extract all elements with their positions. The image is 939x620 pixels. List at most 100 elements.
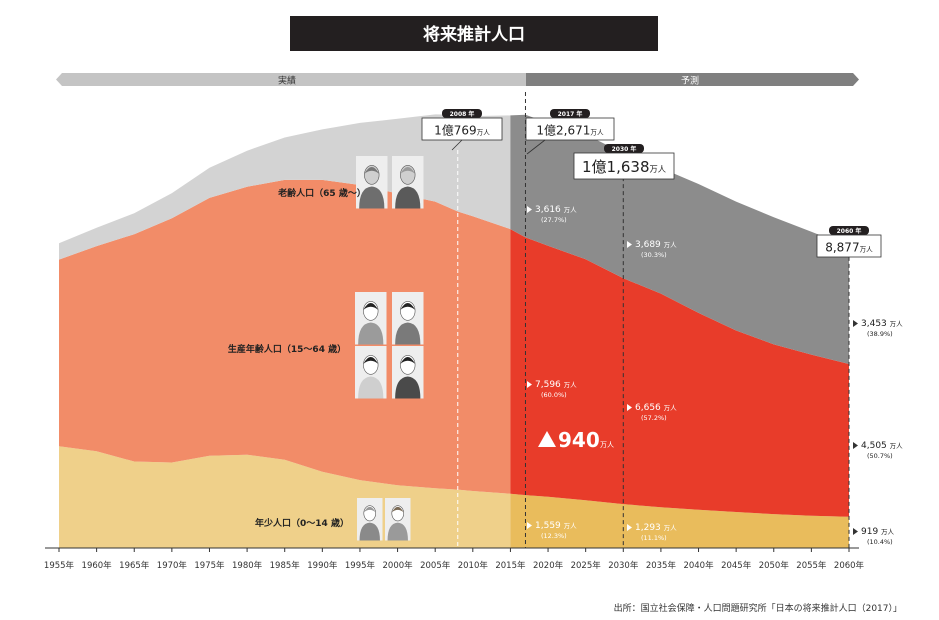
series-label-working: 生産年齢人口（15〜64 歳） — [228, 343, 346, 355]
label-pointer — [853, 442, 858, 449]
x-tick-label: 1995年 — [345, 560, 376, 571]
adult-woman-figure-body — [358, 322, 384, 345]
callout-2008-year: 2008 年 — [450, 110, 475, 118]
title-background — [290, 16, 658, 51]
callout-2008-unit: 万人 — [477, 128, 491, 136]
value-label-unit: 万人 — [664, 404, 678, 412]
elderly-woman-figure-body — [359, 186, 385, 209]
value-label-2017: 7,596 万人 — [535, 380, 577, 390]
x-tick-label: 2055年 — [796, 560, 827, 571]
student-boy-figure-body — [395, 376, 421, 399]
value-label-pct: (11.1%) — [641, 534, 667, 542]
adult-woman-figure-hair — [363, 303, 379, 310]
x-tick-label: 2040年 — [683, 560, 714, 571]
forecast-banner-label: 予測 — [681, 75, 699, 87]
adult-man-figure-body — [395, 322, 421, 345]
baby-figure — [357, 498, 383, 541]
label-pointer — [527, 206, 532, 213]
x-tick-label: 2060年 — [834, 560, 865, 571]
callout-2017-unit: 万人 — [590, 128, 604, 136]
value-label-pct: (27.7%) — [541, 216, 567, 224]
callout-2030-unit: 万人 — [650, 164, 667, 174]
x-tick-label: 1980年 — [232, 560, 263, 571]
youth-area-forecast — [510, 493, 849, 548]
series-labels: 老齢人口（65 歳〜） 生産年齢人口（15〜64 歳） 年少人口（0〜14 歳） — [228, 187, 366, 529]
callout-2017-value: 1億2,671万人 — [536, 123, 604, 137]
student-boy-figure-hair — [400, 357, 416, 364]
callout-2030-badge — [604, 144, 644, 153]
value-label-2060: 3,453 万人 — [861, 319, 903, 329]
x-tick-label: 1970年 — [157, 560, 188, 571]
value-label-unit: 万人 — [564, 381, 578, 389]
callout-2030-year: 2030 年 — [612, 145, 637, 153]
x-tick-label: 1960年 — [82, 560, 113, 571]
value-label-2060: 4,505 万人 — [861, 441, 903, 451]
x-tick-label: 2045年 — [721, 560, 752, 571]
elderly-area-actual — [59, 114, 511, 260]
total-callouts: 2008 年 1億769万人 2017 年 1億2,671万人 2030 年 1億1,63… — [421, 109, 882, 258]
x-tick-label: 1975年 — [194, 560, 225, 571]
x-tick-label: 2050年 — [759, 560, 790, 571]
x-tick-label: 1965年 — [119, 560, 150, 571]
elderly-man-figure-body — [395, 186, 421, 209]
child-figure — [385, 498, 411, 541]
x-tick-label: 2005年 — [420, 560, 451, 571]
area-layers — [59, 114, 849, 548]
elderly-woman-figure-hair — [364, 167, 380, 174]
callout-2030-value: 1億1,638万人 — [582, 158, 666, 176]
actual-banner — [56, 73, 526, 86]
value-label-unit: 万人 — [664, 524, 678, 532]
value-label-2030: 6,656 万人 — [635, 403, 677, 413]
value-label-unit: 万人 — [890, 320, 904, 328]
value-label-pct: (10.4%) — [867, 538, 893, 546]
x-tick-label: 1985年 — [270, 560, 301, 571]
x-tick-label: 1990年 — [307, 560, 338, 571]
value-label-2017: 3,616 万人 — [535, 205, 577, 215]
value-label-pct: (60.0%) — [541, 391, 567, 399]
value-label-unit: 万人 — [564, 522, 578, 530]
callout-2008-badge — [442, 109, 482, 118]
baby-figure-body — [359, 522, 380, 541]
working-area-forecast — [510, 229, 849, 517]
label-pointer — [527, 522, 532, 529]
value-label-pct: (50.7%) — [867, 452, 893, 460]
adult-woman-figure — [355, 292, 387, 345]
value-label-pct: (38.9%) — [867, 330, 893, 338]
forecast-banner — [526, 73, 859, 86]
callout-2060-unit: 万人 — [860, 245, 874, 253]
decline-triangle — [538, 431, 556, 447]
callout-2017-badge — [550, 109, 590, 118]
callout-2060-box — [816, 234, 882, 258]
adult-man-figure-hair — [400, 303, 416, 310]
value-label-unit: 万人 — [664, 241, 678, 249]
x-axis: 1955年 1960年 1965年 1970年 1975年 1980年 1985年 1990年… — [44, 547, 865, 571]
x-tick-label: 2015年 — [495, 560, 526, 571]
chart-title: 将来推計人口 — [423, 24, 525, 45]
x-tick-label: 2020年 — [533, 560, 564, 571]
decline-value: 940 — [558, 428, 600, 452]
elderly-man-figure-hair — [400, 167, 416, 174]
callout-2060-badge — [829, 226, 869, 235]
x-tick-label: 2000年 — [383, 560, 414, 571]
value-label-2060: 919 万人 — [861, 527, 895, 537]
callout-2008-value: 1億769万人 — [434, 123, 490, 137]
x-tick-label: 1955年 — [44, 560, 75, 571]
elderly-man-figure — [392, 156, 424, 209]
value-label-2030: 3,689 万人 — [635, 240, 677, 250]
student-girl-figure-hair — [363, 357, 379, 364]
label-pointer — [853, 320, 858, 327]
value-labels: 3,616 万人(27.7%)7,596 万人(60.0%)1,559 万人(1… — [527, 205, 903, 546]
label-pointer — [527, 381, 532, 388]
baby-figure-hair — [363, 506, 376, 513]
callout-2060-year: 2060 年 — [837, 227, 862, 235]
series-label-elderly: 老齢人口（65 歳〜） — [277, 187, 366, 199]
decline-unit: 万人 — [600, 441, 614, 449]
callout-2017-box — [525, 117, 615, 141]
callout-2008-leader — [451, 139, 463, 151]
callout-2017-year: 2017 年 — [558, 110, 583, 118]
guide-lines — [457, 92, 850, 548]
label-pointer — [627, 524, 632, 531]
label-pointer — [627, 404, 632, 411]
student-boy-figure — [392, 346, 424, 399]
